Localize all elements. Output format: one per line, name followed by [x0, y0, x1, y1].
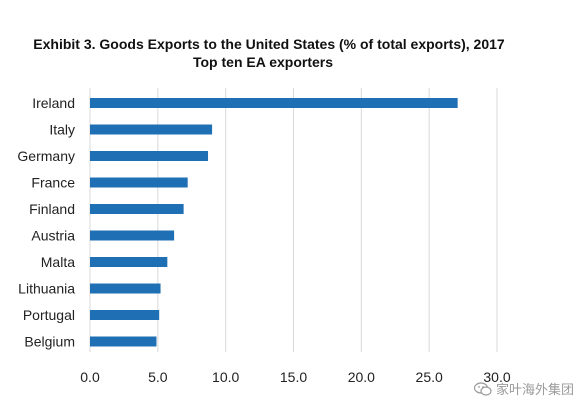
x-tick-label: 20.0: [348, 369, 375, 385]
x-tick-label: 0.0: [80, 369, 100, 385]
category-label: Belgium: [24, 334, 75, 350]
category-label: France: [31, 175, 75, 191]
category-label: Portugal: [23, 307, 75, 323]
x-tick-label: 30.0: [483, 369, 510, 385]
x-tick-label: 10.0: [212, 369, 239, 385]
bar-belgium: [90, 336, 157, 347]
x-tick-label: 5.0: [148, 369, 168, 385]
bar-finland: [90, 204, 184, 214]
watermark: 家叶海外集团: [473, 379, 574, 398]
bar-germany: [90, 151, 209, 161]
category-label: Ireland: [32, 95, 75, 111]
x-tick-label: 25.0: [416, 369, 443, 385]
watermark-text: 家叶海外集团: [495, 383, 574, 398]
category-label: Malta: [41, 254, 75, 270]
category-label: Germany: [17, 148, 75, 164]
bar-malta: [90, 257, 168, 267]
category-label: Austria: [31, 228, 75, 244]
chart-subtitle: Top ten EA exporters: [192, 54, 334, 70]
bar-italy: [90, 124, 213, 135]
bar-portugal: [90, 310, 160, 320]
category-label: Italy: [49, 122, 75, 138]
bar-austria: [90, 230, 175, 241]
category-label: Finland: [29, 201, 75, 217]
category-label: Lithuania: [18, 281, 75, 297]
bar-lithuania: [90, 283, 161, 294]
chart-title: Exhibit 3. Goods Exports to the United S…: [33, 36, 505, 52]
x-tick-label: 15.0: [280, 369, 307, 385]
bar-ireland: [90, 98, 458, 108]
wechat-icon: [473, 381, 492, 396]
bar-france: [90, 177, 188, 188]
